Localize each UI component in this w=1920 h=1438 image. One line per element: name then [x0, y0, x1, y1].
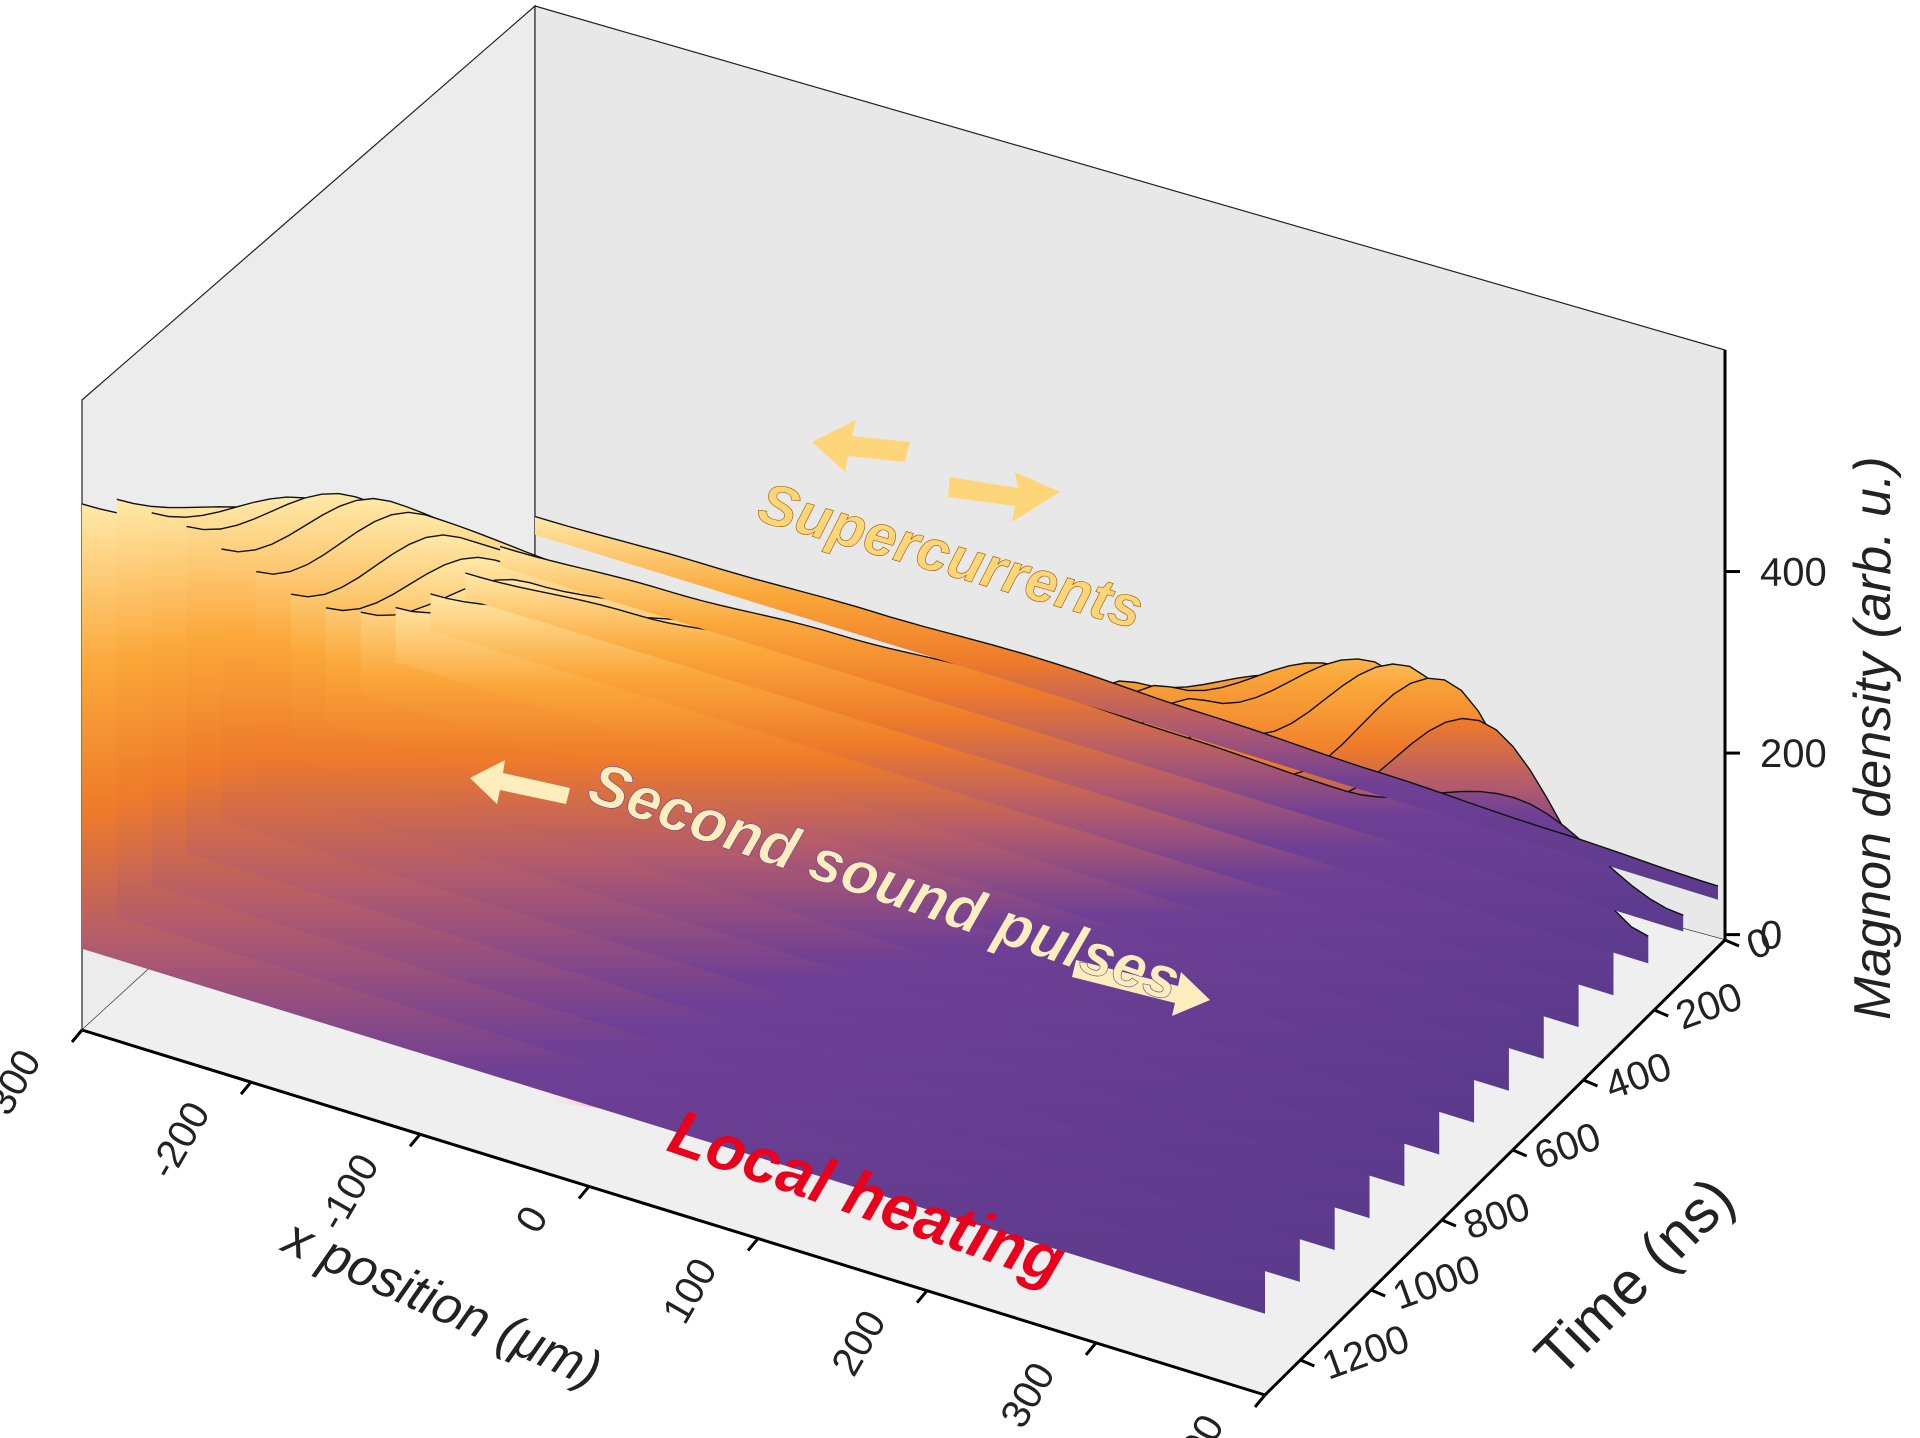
t-axis-title: Time (ns) [1522, 1164, 1747, 1389]
x-tick [1253, 1394, 1267, 1408]
x-tick [746, 1237, 760, 1252]
t-tick [1653, 1008, 1669, 1018]
t-tick [1441, 1218, 1457, 1228]
surface-strip [465, 573, 1649, 964]
t-tick [1512, 1148, 1528, 1158]
x-tick-label: 100 [654, 1251, 725, 1331]
x-tick-label: -300 [0, 1043, 50, 1134]
surface-strip [430, 593, 1614, 996]
surface-strip [500, 546, 1684, 932]
t-tick [1724, 938, 1740, 948]
x-tick [577, 1185, 591, 1200]
x-axis-title: x position (μm) [272, 1207, 609, 1400]
surface-strip [535, 516, 1718, 900]
x-tick-label: 0 [508, 1199, 557, 1240]
x-tick-label: 400 [1161, 1408, 1232, 1438]
series-line [534, 515, 1719, 887]
z-tick-label: 200 [1760, 732, 1827, 776]
second-sound-arrows [470, 760, 1210, 1016]
x-tick [70, 1029, 84, 1043]
t-tick [1582, 1078, 1599, 1088]
x-tick [915, 1289, 929, 1304]
x-axis-line [81, 1028, 1266, 1397]
t-tick [1370, 1288, 1386, 1298]
x-tick-label: -200 [141, 1095, 219, 1186]
z-tick-label: 0 [1760, 914, 1782, 958]
t-tick [1299, 1358, 1315, 1368]
x-tick [239, 1081, 253, 1096]
z-axis-title: Magnon density (arb. u.) [1844, 456, 1902, 1020]
t-axis-line [1263, 938, 1727, 1397]
x-tick [408, 1133, 422, 1148]
x-tick [1084, 1341, 1098, 1356]
supercurrents-arrows [812, 420, 1060, 522]
z-ticks: 0 200 400 [1725, 551, 1827, 958]
x-tick-label: 200 [823, 1303, 894, 1383]
z-tick-label: 400 [1760, 551, 1827, 595]
x-tick-label: 300 [992, 1355, 1063, 1435]
